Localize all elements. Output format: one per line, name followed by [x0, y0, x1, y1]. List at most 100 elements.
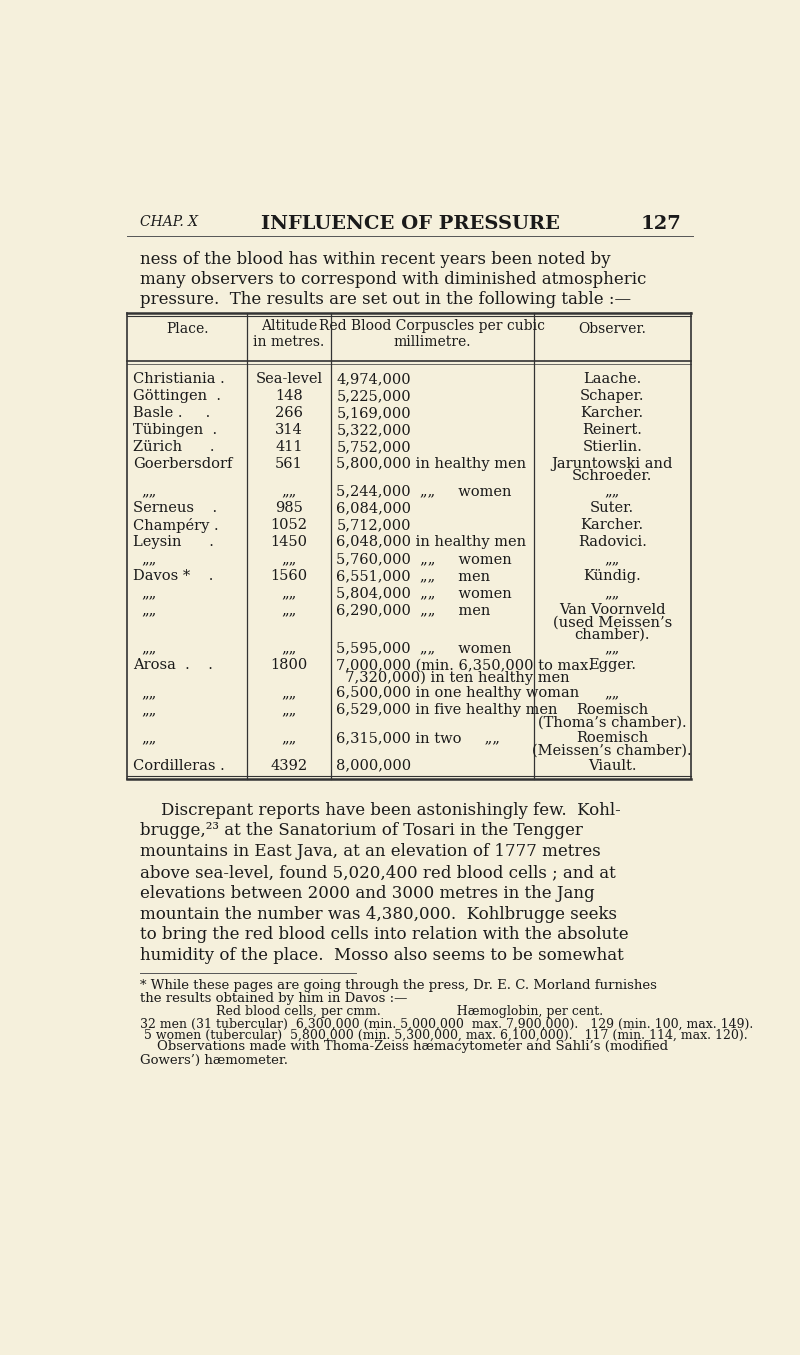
Text: 6,315,000 in two     „„: 6,315,000 in two „„: [336, 730, 500, 745]
Text: 5,800,000 in healthy men: 5,800,000 in healthy men: [336, 457, 526, 470]
Text: Göttingen  .: Göttingen .: [134, 389, 222, 402]
Text: 411: 411: [275, 440, 303, 454]
Text: 5,322,000: 5,322,000: [336, 423, 411, 436]
Text: „„: „„: [141, 703, 156, 717]
Text: Suter.: Suter.: [590, 501, 634, 515]
Text: Jaruntowski and: Jaruntowski and: [551, 457, 673, 470]
Text: Altitude
in metres.: Altitude in metres.: [254, 318, 325, 350]
Text: „„: „„: [605, 553, 620, 566]
Text: 6,290,000  „„     men: 6,290,000 „„ men: [336, 603, 490, 617]
Text: (Thoma’s chamber).: (Thoma’s chamber).: [538, 715, 686, 729]
Text: „„: „„: [282, 485, 297, 499]
Text: Red Blood Corpuscles per cubic
millimetre.: Red Blood Corpuscles per cubic millimetr…: [319, 318, 546, 350]
Text: Observations made with Thoma-Zeiss hæmacytometer and Sahli’s (modified: Observations made with Thoma-Zeiss hæmac…: [140, 1041, 669, 1053]
Text: 5,712,000: 5,712,000: [336, 519, 411, 533]
Text: ness of the blood has within recent years been noted by: ness of the blood has within recent year…: [140, 251, 611, 268]
Text: 4,974,000: 4,974,000: [336, 373, 411, 386]
Text: „„: „„: [282, 641, 297, 656]
Text: 5,225,000: 5,225,000: [336, 389, 411, 402]
Text: 6,551,000  „„     men: 6,551,000 „„ men: [336, 569, 490, 583]
Text: 6,529,000 in five healthy men: 6,529,000 in five healthy men: [336, 703, 558, 717]
Text: „„: „„: [282, 553, 297, 566]
Text: 1800: 1800: [270, 659, 308, 672]
Text: 561: 561: [275, 457, 303, 470]
Text: Schaper.: Schaper.: [580, 389, 645, 402]
Text: Schroeder.: Schroeder.: [572, 469, 653, 484]
Text: Karcher.: Karcher.: [581, 406, 644, 420]
Text: Champéry .: Champéry .: [134, 519, 219, 534]
Text: Reinert.: Reinert.: [582, 423, 642, 436]
Text: Gowers’) hæmometer.: Gowers’) hæmometer.: [140, 1053, 288, 1066]
Text: Davos *    .: Davos * .: [134, 569, 214, 583]
Text: above sea-level, found 5,020,400 red blood cells ; and at: above sea-level, found 5,020,400 red blo…: [140, 864, 616, 881]
Text: to bring the red blood cells into relation with the absolute: to bring the red blood cells into relati…: [140, 927, 629, 943]
Text: 5,804,000  „„     women: 5,804,000 „„ women: [336, 587, 512, 600]
Text: 4392: 4392: [270, 759, 308, 772]
Text: mountain the number was 4,380,000.  Kohlbrugge seeks: mountain the number was 4,380,000. Kohlb…: [140, 905, 618, 923]
Text: „„: „„: [141, 686, 156, 701]
Text: „„: „„: [141, 730, 156, 745]
Text: humidity of the place.  Mosso also seems to be somewhat: humidity of the place. Mosso also seems …: [140, 947, 624, 965]
Text: Karcher.: Karcher.: [581, 519, 644, 533]
Text: 7,320,000) in ten healthy men: 7,320,000) in ten healthy men: [336, 671, 570, 686]
Text: „„: „„: [141, 587, 156, 600]
Text: 5,595,000  „„     women: 5,595,000 „„ women: [336, 641, 512, 656]
Text: the results obtained by him in Davos :—: the results obtained by him in Davos :—: [140, 992, 408, 1005]
Text: „„: „„: [605, 686, 620, 701]
Text: „„: „„: [141, 485, 156, 499]
Text: INFLUENCE OF PRESSURE: INFLUENCE OF PRESSURE: [261, 215, 559, 233]
Text: Radovici.: Radovici.: [578, 535, 646, 549]
Text: Arosa  .    .: Arosa . .: [134, 659, 213, 672]
Text: 7,000,000 (min. 6,350,000 to max.: 7,000,000 (min. 6,350,000 to max.: [336, 659, 594, 672]
Text: Roemisch: Roemisch: [576, 703, 648, 717]
Text: 5,244,000  „„     women: 5,244,000 „„ women: [336, 485, 512, 499]
Text: Cordilleras .: Cordilleras .: [134, 759, 225, 772]
Text: Zürich      .: Zürich .: [134, 440, 215, 454]
Text: „„: „„: [282, 703, 297, 717]
Text: „„: „„: [605, 485, 620, 499]
Text: mountains in East Java, at an elevation of 1777 metres: mountains in East Java, at an elevation …: [140, 843, 601, 860]
Text: „„: „„: [282, 730, 297, 745]
Text: „„: „„: [605, 587, 620, 600]
Text: (Meissen’s chamber).: (Meissen’s chamber).: [533, 743, 692, 757]
Text: 8,000,000: 8,000,000: [336, 759, 411, 772]
Text: „„: „„: [141, 603, 156, 617]
Text: Roemisch: Roemisch: [576, 730, 648, 745]
Text: Egger.: Egger.: [588, 659, 636, 672]
Text: 5,760,000  „„     women: 5,760,000 „„ women: [336, 553, 512, 566]
Text: (used Meissen’s: (used Meissen’s: [553, 615, 672, 629]
Text: Observer.: Observer.: [578, 322, 646, 336]
Text: chamber).: chamber).: [574, 627, 650, 642]
Text: Red blood cells, per cmm.                   Hæmoglobin, per cent.: Red blood cells, per cmm. Hæmoglobin, pe…: [217, 1005, 603, 1018]
Text: Laache.: Laache.: [583, 373, 642, 386]
Text: 148: 148: [275, 389, 303, 402]
Text: Leysin      .: Leysin .: [134, 535, 214, 549]
Text: 5,752,000: 5,752,000: [336, 440, 411, 454]
Text: Tübingen  .: Tübingen .: [134, 423, 218, 436]
Text: elevations between 2000 and 3000 metres in the Jang: elevations between 2000 and 3000 metres …: [140, 885, 595, 902]
Text: „„: „„: [282, 603, 297, 617]
Text: Sea-level: Sea-level: [255, 373, 322, 386]
Text: 985: 985: [275, 501, 303, 515]
Text: Van Voornveld: Van Voornveld: [559, 603, 666, 617]
Text: Goerbersdorf: Goerbersdorf: [134, 457, 233, 470]
Text: 6,048,000 in healthy men: 6,048,000 in healthy men: [336, 535, 526, 549]
Text: Kündig.: Kündig.: [583, 569, 641, 583]
Text: Serneus    .: Serneus .: [134, 501, 218, 515]
Text: 314: 314: [275, 423, 303, 436]
Text: * While these pages are going through the press, Dr. E. C. Morland furnishes: * While these pages are going through th…: [140, 978, 657, 992]
Text: „„: „„: [141, 553, 156, 566]
Text: 1052: 1052: [270, 519, 308, 533]
Text: 266: 266: [275, 406, 303, 420]
Text: 5,169,000: 5,169,000: [336, 406, 411, 420]
Text: „„: „„: [605, 641, 620, 656]
Text: 127: 127: [641, 215, 682, 233]
Text: 1560: 1560: [270, 569, 308, 583]
Text: Place.: Place.: [166, 322, 209, 336]
Text: 6,500,000 in one healthy woman: 6,500,000 in one healthy woman: [336, 686, 580, 701]
Text: „„: „„: [141, 641, 156, 656]
Text: Basle .     .: Basle . .: [134, 406, 210, 420]
Text: many observers to correspond with diminished atmospheric: many observers to correspond with dimini…: [140, 271, 646, 289]
Text: 32 men (31 tubercular)  6,300,000 (min. 5,000,000  max. 7,900,000).   129 (min. : 32 men (31 tubercular) 6,300,000 (min. 5…: [140, 1018, 754, 1030]
Text: 6,084,000: 6,084,000: [336, 501, 411, 515]
